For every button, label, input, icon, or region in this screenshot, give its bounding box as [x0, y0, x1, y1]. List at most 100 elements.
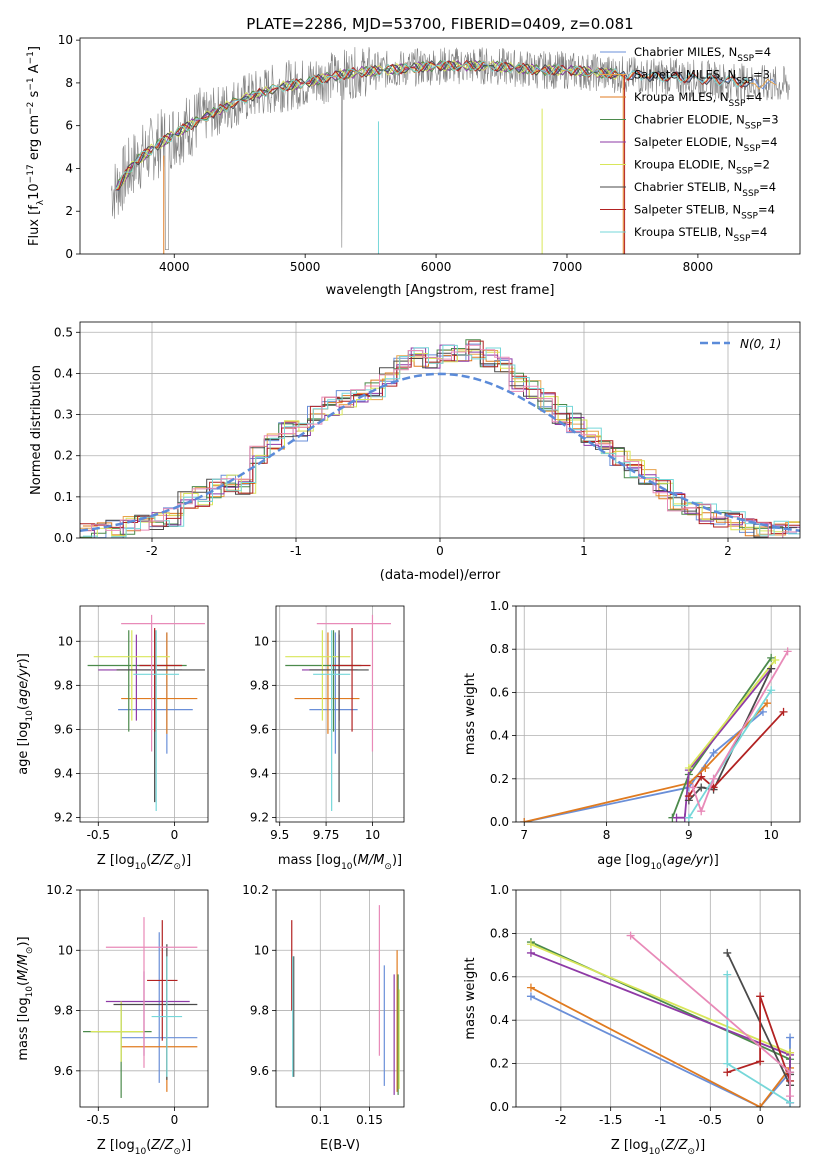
x-tick-label: 7000	[552, 260, 583, 274]
label-part: (	[16, 981, 31, 986]
y-tick-label: 2	[65, 204, 73, 218]
label-part: ⊙	[687, 1147, 695, 1157]
x-axis-label: Z [log10(Z/Z⊙)]	[611, 1138, 705, 1157]
label-part: SSP	[737, 54, 754, 64]
x-tick-label: -1	[655, 1113, 667, 1127]
label-part: Z [log	[611, 1138, 649, 1153]
weight-line-chabrier-stelib	[726, 952, 791, 1086]
label-part: N	[740, 337, 749, 351]
y-tick-label: 0.0	[490, 815, 509, 829]
x-tick-label: 7	[520, 828, 528, 842]
weight-point	[779, 707, 788, 716]
error-bar-chabrier-stelib	[116, 630, 205, 803]
y-axis-label: Normed distribution	[29, 365, 44, 495]
model-spectrum-kroupa-elodie	[114, 59, 620, 191]
x-tick-label: 0	[436, 544, 444, 558]
y-tick-label: 0.0	[54, 531, 73, 545]
y-tick-label: 10.2	[46, 883, 73, 897]
x-tick-label: 0	[756, 1113, 764, 1127]
weight-point	[701, 764, 710, 772]
model-spectrum-kroupa-stelib	[114, 59, 751, 191]
y-tick-label: 0.0	[490, 1100, 509, 1114]
y-tick-label: 6	[65, 119, 73, 133]
y-tick-label: 0.5	[54, 325, 73, 339]
label-part: )]	[181, 1138, 191, 1153]
y-tick-label: 1.0	[490, 883, 509, 897]
x-axis-label: wavelength [Angstrom, rest frame]	[326, 283, 555, 298]
x-axis-label: age [log10(age/yr)]	[597, 853, 719, 872]
x-tick-label: 8	[603, 828, 611, 842]
legend-entry: Chabrier MILES, NSSP=4	[634, 45, 771, 64]
legend-entry: Salpeter STELIB, NSSP=4	[634, 203, 775, 222]
axes-frame	[79, 321, 801, 539]
weight-point	[697, 807, 706, 816]
x-tick-label: 10	[365, 828, 380, 842]
legend-entry: Kroupa ELODIE, NSSP=2	[634, 158, 770, 177]
label-part: )]	[181, 853, 191, 868]
error-bar-chabrier-elodie	[285, 630, 362, 732]
x-tick-label: 5000	[290, 260, 321, 274]
y-tick-label: 9.8	[250, 678, 269, 692]
label-part: =4	[758, 203, 775, 217]
weight-line-chabrier-miles	[524, 711, 764, 822]
label-part: −17	[26, 164, 36, 183]
axes-frame	[515, 605, 801, 823]
weight-point	[763, 699, 772, 708]
label-part: SSP	[736, 167, 753, 177]
x-tick-label: 2	[724, 544, 732, 558]
error-bar-kroupa-elodie	[90, 1001, 144, 1062]
x-axis-label: (data-model)/error	[380, 568, 501, 583]
error-bar-kroupa-stelib	[151, 956, 183, 1077]
label-part: Chabrier MILES, N	[634, 45, 737, 59]
label-part: λ	[36, 199, 46, 205]
label-part: SSP	[729, 99, 746, 109]
label-part: ⊙	[384, 862, 392, 872]
label-part: )]	[709, 853, 719, 868]
legend-entry: N(0, 1)	[740, 337, 781, 351]
label-part: s	[27, 90, 42, 101]
x-axis-label: mass [log10(M/M⊙)]	[278, 853, 402, 872]
weight-point	[786, 1068, 795, 1077]
label-part: (	[353, 853, 358, 868]
y-tick-label: 9.6	[54, 1064, 73, 1078]
label-part: =2	[753, 158, 770, 172]
y-tick-label: 10	[58, 943, 73, 957]
label-part: =4	[761, 135, 778, 149]
weight-point	[756, 992, 765, 1001]
label-part: Chabrier ELODIE, N	[634, 113, 745, 127]
y-tick-label: 9.8	[54, 678, 73, 692]
histogram-kroupa-miles	[82, 354, 800, 537]
y-tick-label: 4	[65, 161, 73, 175]
plot-area-age-vs-mass	[276, 606, 404, 822]
label-part: SSP	[744, 144, 761, 154]
label-part: Salpeter ELODIE, N	[634, 135, 744, 149]
weight-point	[767, 653, 776, 662]
error-bar-kroupa-elodie	[285, 630, 351, 721]
label-part: 10	[135, 1147, 147, 1157]
figure-title: PLATE=2286, MJD=53700, FIBERID=0409, z=0…	[246, 15, 633, 33]
label-part: mass [log	[16, 997, 31, 1060]
error-bar-chabrier-stelib	[309, 630, 369, 803]
label-part: erg cm	[27, 115, 42, 164]
x-tick-label: 4000	[159, 260, 190, 274]
label-part: −1	[26, 51, 36, 64]
plot-area-mass-vs-Z	[80, 890, 208, 1107]
histogram-chabrier-stelib	[80, 348, 798, 538]
weight-line-pink	[692, 650, 789, 814]
normal-curve	[80, 372, 800, 533]
label-part: ]	[27, 46, 42, 51]
error-bar-salpeter-stelib	[147, 920, 178, 1041]
label-part: (	[16, 705, 31, 710]
label-part: Kroupa ELODIE, N	[634, 158, 736, 172]
axes-mass-vs-EBV: 0.1 0.15 9.6 9.8 10 10.2 E(B-V)	[242, 883, 405, 1153]
error-bar-kroupa-miles	[121, 632, 198, 734]
x-tick-label: 0	[171, 828, 179, 842]
label-part: (	[146, 853, 151, 868]
error-bar-pink	[316, 614, 392, 752]
x-tick-label: -1	[290, 544, 302, 558]
weight-point	[626, 931, 635, 940]
weight-point	[767, 664, 776, 673]
histogram-salpeter-stelib	[80, 340, 800, 535]
